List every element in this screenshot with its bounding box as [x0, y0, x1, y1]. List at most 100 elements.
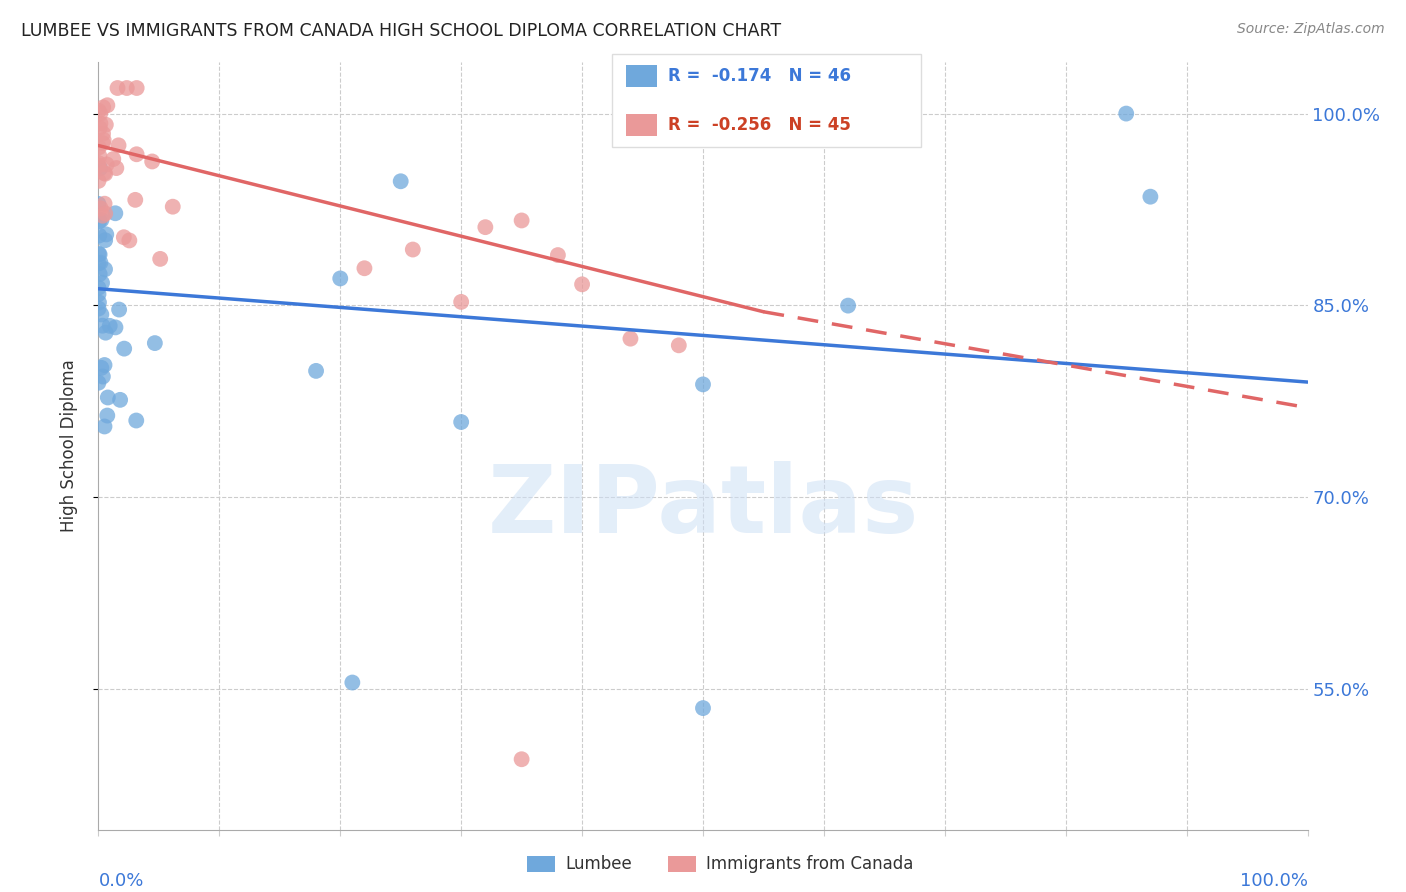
Point: [89, 121, 111, 136]
Point: [87, 174, 110, 188]
Text: Immigrants from Canada: Immigrants from Canada: [706, 855, 912, 873]
Point: [87, 103, 110, 118]
Point: [510, 213, 533, 227]
Point: [87, 301, 110, 316]
Text: R =  -0.256   N = 45: R = -0.256 N = 45: [668, 116, 851, 135]
Point: [571, 277, 593, 292]
Point: [87, 156, 110, 170]
Point: [87, 197, 110, 211]
Point: [91, 276, 114, 290]
Point: [89, 161, 111, 176]
Point: [450, 294, 472, 309]
Point: [89, 106, 111, 120]
Text: R =  -0.174   N = 46: R = -0.174 N = 46: [668, 67, 851, 86]
Point: [94, 326, 117, 340]
Point: [91, 127, 114, 141]
Point: [96, 409, 118, 423]
Point: [87, 256, 110, 270]
Point: [1139, 189, 1161, 203]
Point: [112, 342, 135, 356]
Point: [837, 299, 859, 313]
Point: [87, 140, 110, 154]
Text: ZIPatlas: ZIPatlas: [488, 461, 918, 553]
Point: [87, 295, 110, 310]
Point: [107, 81, 129, 95]
Point: [91, 100, 114, 114]
Point: [353, 261, 375, 276]
Point: [87, 376, 110, 390]
Point: [108, 392, 131, 407]
Point: [162, 200, 184, 214]
Point: [91, 136, 114, 151]
Point: [93, 166, 115, 180]
Point: [94, 262, 117, 277]
Point: [94, 118, 117, 132]
Point: [87, 281, 110, 295]
Y-axis label: High School Diploma: High School Diploma: [59, 359, 77, 533]
Point: [87, 287, 110, 301]
Point: [389, 174, 412, 188]
Point: [87, 247, 110, 261]
Point: [329, 271, 352, 285]
Point: [149, 252, 172, 266]
Point: [692, 377, 714, 392]
Point: [89, 214, 111, 228]
Point: [89, 149, 111, 163]
Point: [103, 152, 125, 166]
Point: [91, 209, 114, 223]
Point: [90, 202, 112, 216]
Point: [108, 302, 131, 317]
Point: [94, 206, 117, 220]
Point: [94, 233, 117, 247]
Point: [96, 98, 118, 112]
Point: [93, 358, 115, 372]
Point: [97, 391, 120, 405]
Point: [87, 159, 110, 173]
Point: [89, 116, 111, 130]
Point: [104, 206, 127, 220]
Point: [90, 213, 112, 227]
Text: 100.0%: 100.0%: [1240, 871, 1308, 889]
Point: [107, 138, 129, 153]
Point: [89, 247, 111, 261]
Point: [510, 752, 533, 766]
Point: [93, 133, 115, 147]
Point: [96, 227, 118, 242]
Point: [143, 336, 166, 351]
Point: [104, 320, 127, 334]
Point: [692, 701, 714, 715]
Point: [89, 228, 111, 243]
Point: [91, 318, 114, 333]
Point: [90, 308, 112, 322]
Point: [125, 81, 148, 95]
Point: [115, 81, 138, 95]
Point: [93, 419, 115, 434]
Point: [89, 255, 111, 269]
Point: [125, 413, 148, 427]
Text: Lumbee: Lumbee: [565, 855, 631, 873]
Point: [668, 338, 690, 352]
Point: [450, 415, 472, 429]
Point: [90, 360, 112, 375]
Point: [305, 364, 328, 378]
Point: [547, 248, 569, 262]
Text: Source: ZipAtlas.com: Source: ZipAtlas.com: [1237, 22, 1385, 37]
Point: [105, 161, 128, 175]
Point: [89, 267, 111, 281]
Point: [402, 243, 425, 257]
Point: [98, 318, 121, 333]
Point: [96, 157, 118, 171]
Text: LUMBEE VS IMMIGRANTS FROM CANADA HIGH SCHOOL DIPLOMA CORRELATION CHART: LUMBEE VS IMMIGRANTS FROM CANADA HIGH SC…: [21, 22, 782, 40]
Point: [91, 369, 114, 384]
Point: [94, 167, 117, 181]
Point: [619, 332, 641, 346]
Point: [474, 220, 496, 235]
Point: [1115, 106, 1137, 120]
Point: [124, 193, 146, 207]
Text: 0.0%: 0.0%: [98, 871, 143, 889]
Point: [93, 196, 115, 211]
Point: [118, 234, 141, 248]
Point: [125, 147, 148, 161]
Point: [342, 675, 364, 690]
Point: [112, 230, 135, 244]
